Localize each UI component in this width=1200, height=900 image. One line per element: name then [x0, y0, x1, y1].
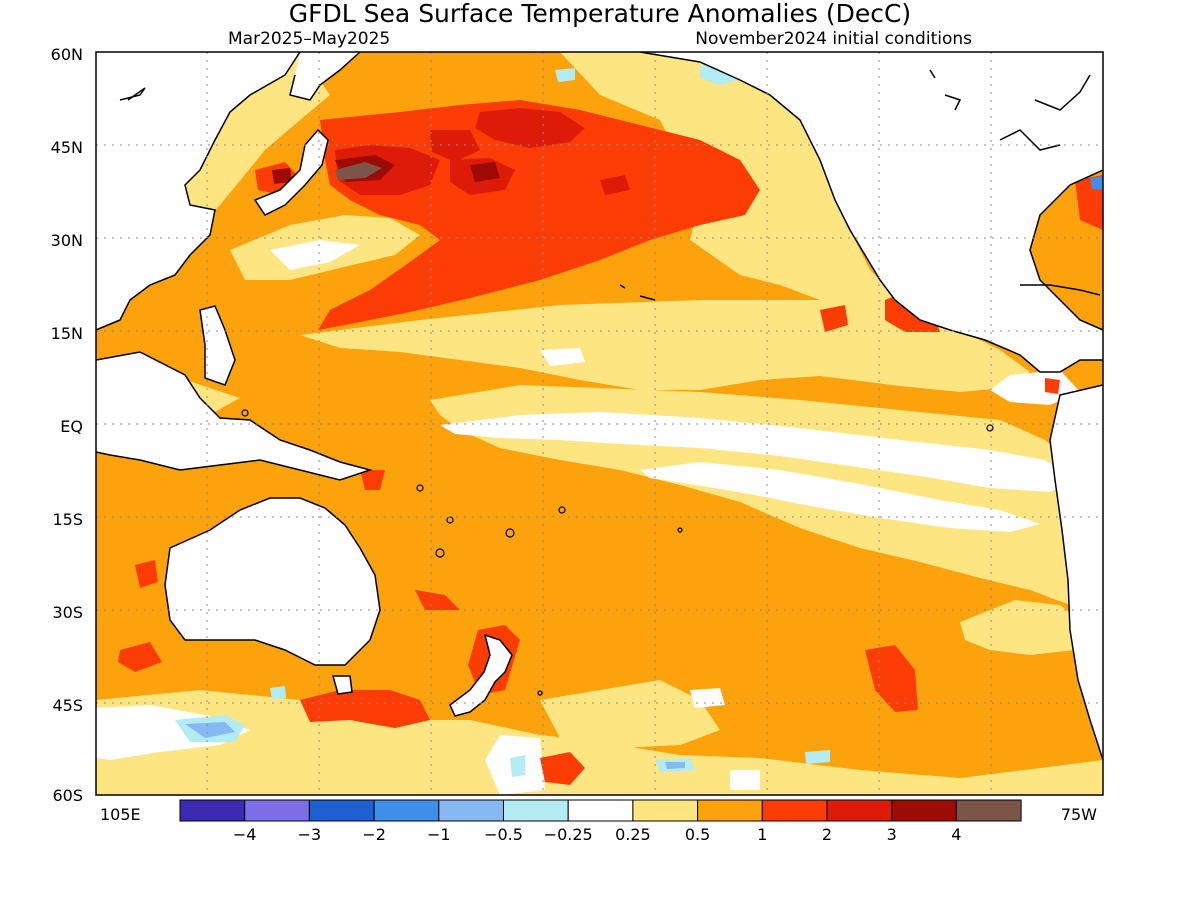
lat-label: 30S — [52, 603, 83, 622]
legend-label: −2 — [362, 825, 386, 844]
legend-label: −0.5 — [484, 825, 523, 844]
japan-land — [255, 130, 328, 215]
legend-swatches — [179, 799, 1022, 822]
legend-label: −4 — [233, 825, 257, 844]
latitude-labels: 60N 45N 30N 15N EQ 15S 30S 45S 60S — [51, 45, 83, 805]
legend-swatch — [567, 799, 634, 822]
map-frame — [95, 51, 1104, 796]
legend-labels: −4 −3 −2 −1 −0.5 −0.25 0.25 0.5 1 2 3 4 — [233, 825, 962, 844]
lat-label: EQ — [60, 417, 83, 436]
coastlines — [96, 52, 1103, 761]
lat-label: 60S — [52, 786, 83, 805]
north-america-land — [640, 52, 1103, 372]
anomaly-map — [96, 52, 1103, 795]
legend-label: 3 — [887, 825, 897, 844]
legend-swatch — [438, 799, 504, 822]
asia-land — [96, 52, 300, 330]
legend-label: 4 — [951, 825, 961, 844]
lon-label-right: 75W — [1061, 805, 1097, 824]
maritime-continent-land — [96, 352, 370, 480]
peak-anomaly-region — [335, 162, 382, 180]
lat-label: 45S — [52, 696, 83, 715]
legend-swatch — [503, 799, 569, 822]
color-legend: −4 −3 −2 −1 −0.5 −0.25 0.25 0.5 1 2 3 4 — [179, 799, 1022, 844]
initial-conditions-label: November2024 initial conditions — [695, 29, 972, 49]
figure-title: GFDL Sea Surface Temperature Anomalies (… — [289, 0, 911, 28]
legend-swatch — [373, 799, 440, 822]
lat-label: 15S — [52, 510, 83, 529]
south-america-land — [1050, 385, 1103, 760]
lat-label: 60N — [51, 45, 83, 64]
legend-label: 0.25 — [615, 825, 651, 844]
legend-swatch — [826, 799, 893, 822]
legend-swatch — [244, 799, 310, 822]
sakhalin-kamchatka-land — [290, 52, 360, 100]
legend-label: −3 — [298, 825, 322, 844]
legend-label: 1 — [757, 825, 767, 844]
lat-label: 45N — [51, 138, 83, 157]
tasmania-land — [333, 676, 352, 694]
legend-swatch — [308, 799, 375, 822]
lon-label-left: 105E — [100, 805, 141, 824]
land-masses — [96, 52, 1103, 760]
forecast-period-label: Mar2025–May2025 — [228, 29, 390, 49]
legend-swatch — [179, 799, 246, 822]
philippines-land — [200, 306, 235, 385]
legend-swatch — [697, 799, 763, 822]
legend-swatch — [955, 799, 1022, 822]
legend-label: 2 — [822, 825, 832, 844]
legend-swatch — [632, 799, 699, 822]
legend-label: −1 — [427, 825, 451, 844]
legend-label: 0.5 — [685, 825, 710, 844]
lat-label: 15N — [51, 324, 83, 343]
new-zealand-land — [450, 635, 512, 716]
legend-swatch — [761, 799, 828, 822]
legend-swatch — [891, 799, 957, 822]
legend-label: −0.25 — [544, 825, 593, 844]
australia-land — [165, 498, 380, 665]
lat-label: 30N — [51, 231, 83, 250]
